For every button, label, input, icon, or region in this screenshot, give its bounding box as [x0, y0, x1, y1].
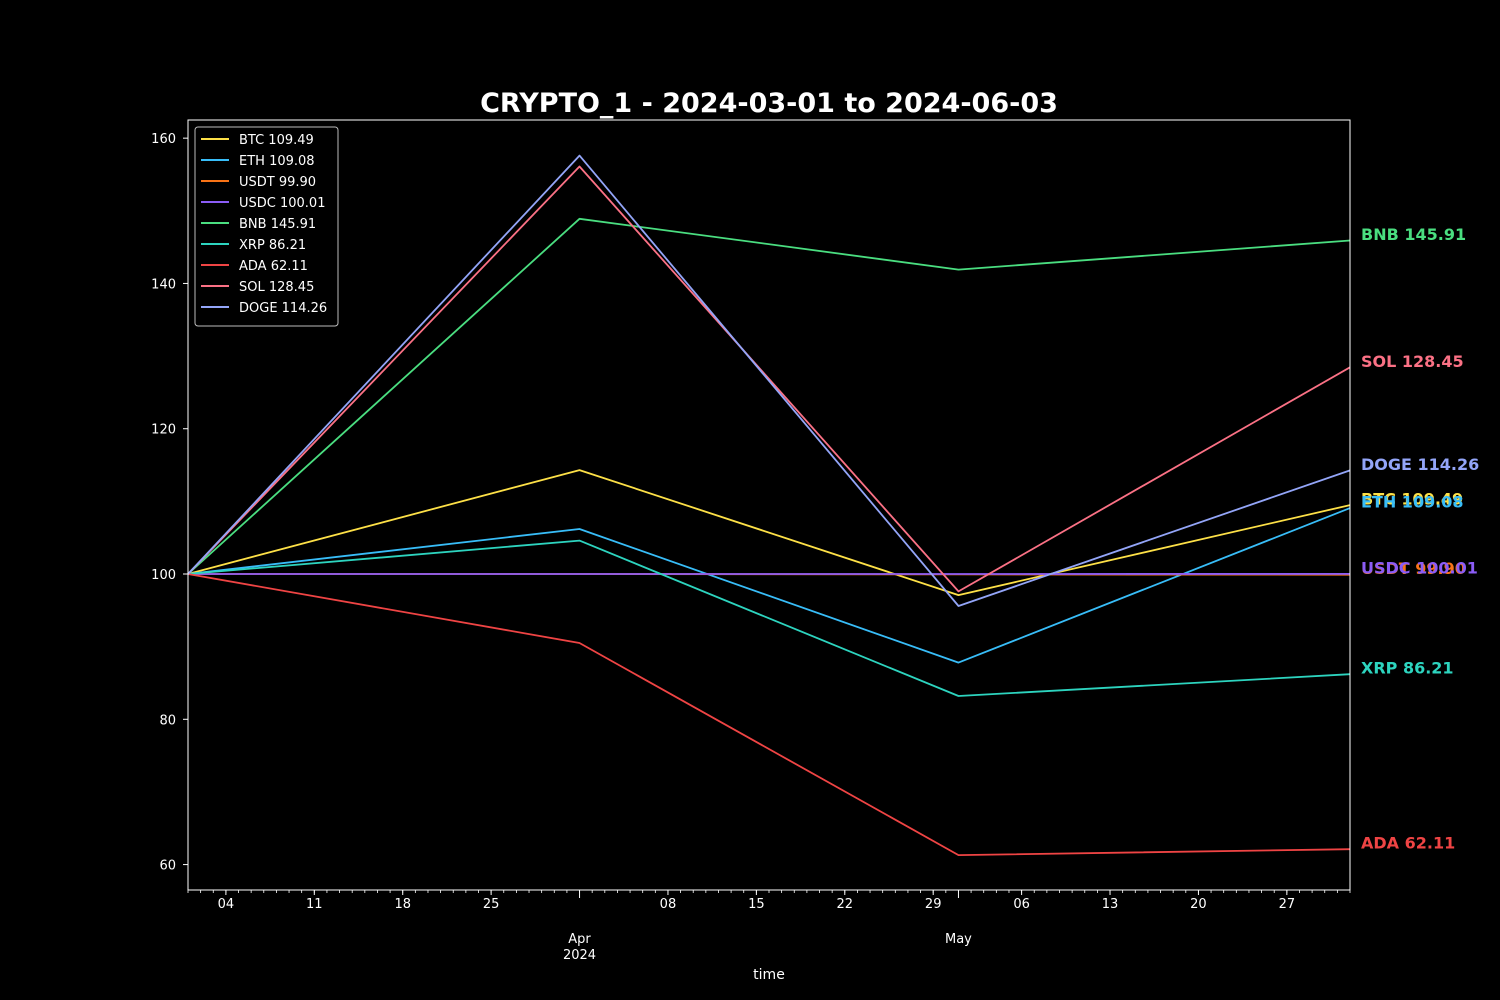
series-line-btc — [187, 469, 1351, 596]
end-label-usdc: USDC 100.01 — [1361, 558, 1478, 577]
chart-title: CRYPTO_1 - 2024-03-01 to 2024-06-03 — [480, 88, 1058, 119]
legend-label-eth: ETH 109.08 — [239, 154, 315, 169]
x-tick-label: 11 — [306, 897, 323, 912]
x-tick-label: 18 — [394, 897, 411, 912]
y-tick-label: 100 — [151, 568, 176, 583]
x-year-label: 2024 — [563, 948, 596, 963]
end-label-bnb: BNB 145.91 — [1361, 225, 1466, 244]
x-tick-label: 08 — [660, 897, 677, 912]
legend-label-sol: SOL 128.45 — [239, 280, 314, 295]
x-month-label: May — [945, 932, 972, 947]
x-tick-label: 27 — [1279, 897, 1296, 912]
legend-label-xrp: XRP 86.21 — [239, 238, 306, 253]
legend-box — [194, 126, 339, 327]
y-tick-label: 80 — [159, 713, 176, 728]
y-tick-label: 120 — [151, 423, 176, 438]
end-label-ada: ADA 62.11 — [1361, 834, 1455, 853]
x-tick-label: 25 — [483, 897, 500, 912]
legend-label-usdc: USDC 100.01 — [239, 196, 325, 211]
end-label-usdt: USDT 99.90 — [1361, 559, 1466, 578]
series-line-xrp — [187, 539, 1351, 697]
series-line-sol — [187, 165, 1351, 593]
legend-label-doge: DOGE 114.26 — [239, 301, 327, 316]
x-tick-label: 06 — [1013, 897, 1030, 912]
legend-label-btc: BTC 109.49 — [239, 133, 314, 148]
series-line-eth — [187, 507, 1351, 664]
plot-lines — [187, 154, 1351, 856]
x-tick-label: 22 — [837, 897, 854, 912]
legend-label-ada: ADA 62.11 — [239, 259, 308, 274]
x-tick-label: 13 — [1102, 897, 1119, 912]
legend-label-usdt: USDT 99.90 — [239, 175, 316, 190]
x-month-label: Apr — [568, 932, 591, 947]
series-line-doge — [187, 154, 1351, 607]
x-tick-label: 15 — [748, 897, 765, 912]
legend-label-bnb: BNB 145.91 — [239, 217, 316, 232]
end-label-sol: SOL 128.45 — [1361, 352, 1464, 371]
x-axis-label: time — [753, 967, 785, 983]
y-axis: 60 80 100 120 140 160 — [151, 132, 188, 874]
end-label-doge: DOGE 114.26 — [1361, 455, 1479, 474]
x-tick-label: 29 — [925, 897, 942, 912]
y-tick-label: 60 — [159, 859, 176, 874]
x-tick-label: 04 — [218, 897, 235, 912]
legend: BTC 109.49 ETH 109.08 USDT 99.90 USDC 100.0… — [194, 126, 339, 327]
y-tick-label: 160 — [151, 132, 176, 147]
series-line-bnb — [187, 217, 1351, 575]
y-tick-label: 140 — [151, 277, 176, 292]
end-label-xrp: XRP 86.21 — [1361, 659, 1454, 678]
x-tick-label: 20 — [1190, 897, 1207, 912]
series-line-ada — [187, 573, 1351, 856]
end-label-btc: BTC 109.49 — [1361, 490, 1463, 509]
end-label-eth: ETH 109.08 — [1361, 493, 1464, 512]
